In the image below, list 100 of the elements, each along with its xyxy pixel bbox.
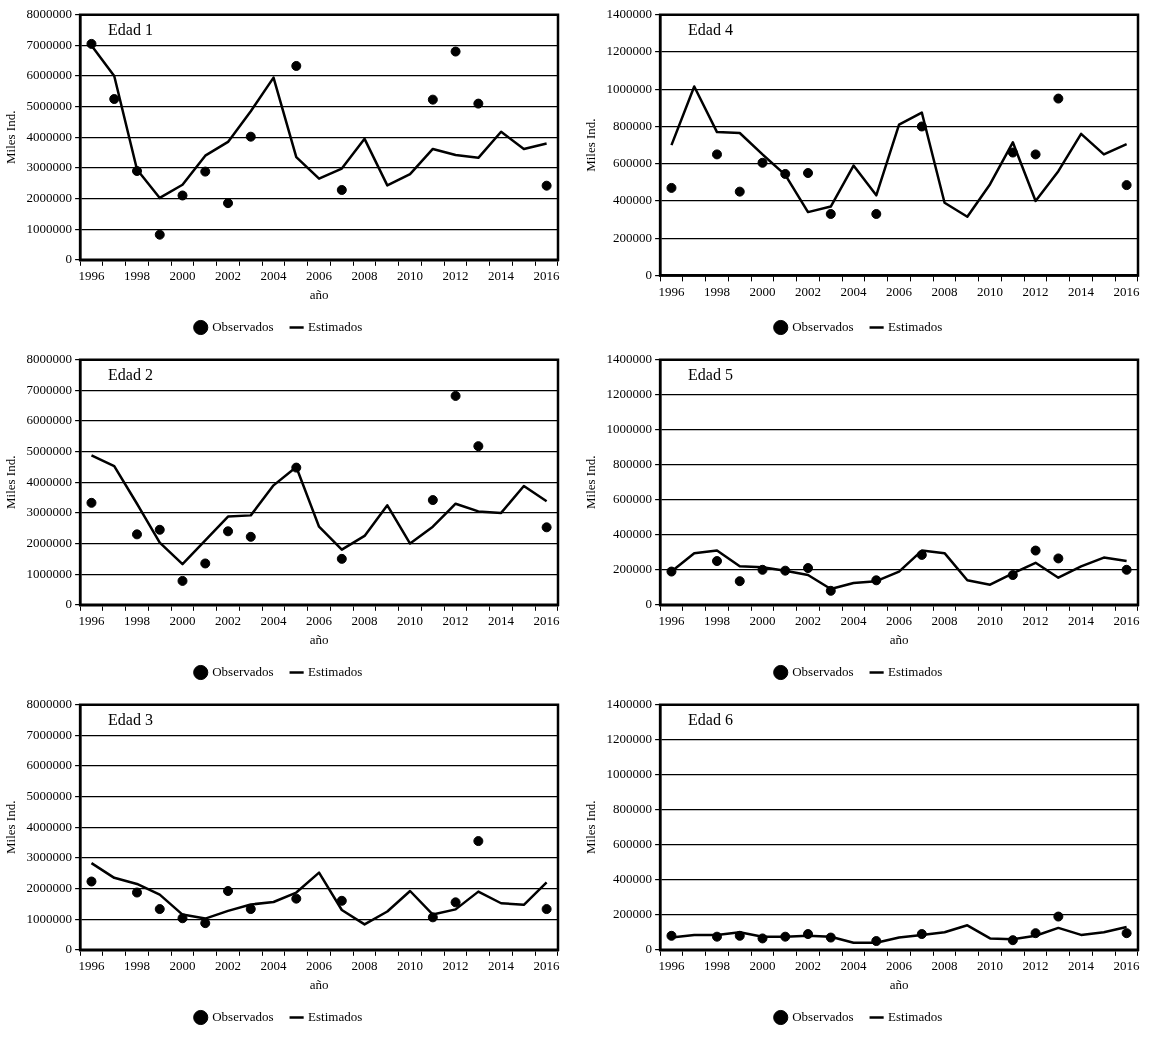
x-tick-label: 2004 bbox=[260, 613, 288, 629]
point bbox=[1007, 570, 1018, 581]
x-tick-label: 2010 bbox=[977, 613, 1004, 629]
point bbox=[1030, 928, 1041, 939]
point bbox=[245, 904, 256, 915]
x-tick-label: 2016 bbox=[1113, 613, 1141, 629]
x-tick-label: 2016 bbox=[1113, 958, 1141, 974]
x-tick-label: 2008 bbox=[931, 613, 958, 629]
legend-label: Observados bbox=[792, 318, 854, 334]
x-axis-title: año bbox=[889, 976, 909, 992]
point bbox=[177, 913, 188, 924]
y-tick-label: 600000 bbox=[613, 836, 653, 852]
y-tick-label: 0 bbox=[65, 941, 73, 957]
x-tick-label: 2016 bbox=[533, 958, 561, 974]
y-tick-label: 0 bbox=[65, 251, 73, 267]
point bbox=[734, 186, 745, 197]
y-tick-label: 0 bbox=[65, 596, 73, 612]
y-tick-label: 3000000 bbox=[26, 504, 73, 520]
y-tick-label: 3000000 bbox=[26, 159, 73, 175]
y-axis-title: Miles Ind. bbox=[583, 455, 599, 510]
point bbox=[916, 549, 927, 560]
y-tick-label: 4000000 bbox=[26, 473, 73, 489]
y-tick-label: 8000000 bbox=[26, 351, 73, 367]
point bbox=[871, 575, 882, 586]
x-tick-label: 2012 bbox=[1022, 958, 1049, 974]
legend-label: Estimados bbox=[888, 318, 943, 334]
point bbox=[200, 558, 211, 569]
point bbox=[473, 98, 484, 109]
y-tick-label: 8000000 bbox=[26, 6, 73, 22]
x-tick-label: 2008 bbox=[351, 958, 378, 974]
point bbox=[336, 553, 347, 564]
y-tick-label: 1400000 bbox=[606, 696, 653, 712]
y-tick-label: 4000000 bbox=[26, 818, 73, 834]
x-tick-label: 2010 bbox=[977, 283, 1004, 299]
point bbox=[177, 190, 188, 201]
x-tick-label: 2006 bbox=[306, 268, 333, 284]
x-tick-label: 1996 bbox=[78, 268, 105, 284]
x-tick-label: 2006 bbox=[306, 613, 333, 629]
point bbox=[1030, 545, 1041, 556]
x-tick-label: 2004 bbox=[840, 613, 868, 629]
y-axis-title: Miles Ind. bbox=[3, 455, 19, 510]
x-tick-label: 2012 bbox=[442, 613, 469, 629]
x-tick-label: 1998 bbox=[703, 958, 730, 974]
y-tick-label: 800000 bbox=[613, 117, 653, 133]
chart-title: Edad 5 bbox=[688, 366, 733, 383]
point bbox=[1053, 911, 1064, 922]
point bbox=[1121, 928, 1132, 939]
x-tick-label: 1998 bbox=[123, 958, 150, 974]
point bbox=[336, 895, 347, 906]
legend-label: Estimados bbox=[308, 663, 363, 679]
point bbox=[336, 184, 347, 195]
y-tick-label: 5000000 bbox=[26, 788, 73, 804]
y-tick-label: 0 bbox=[645, 941, 653, 957]
x-tick-label: 2002 bbox=[795, 283, 822, 299]
point bbox=[1053, 93, 1064, 104]
y-tick-label: 2000000 bbox=[26, 534, 73, 550]
x-tick-label: 1996 bbox=[658, 958, 685, 974]
point bbox=[86, 876, 97, 887]
x-tick-label: 2014 bbox=[488, 613, 515, 629]
y-tick-label: 1200000 bbox=[606, 43, 653, 59]
y-tick-label: 7000000 bbox=[26, 36, 73, 52]
y-axis-title: Miles Ind. bbox=[3, 110, 19, 165]
point bbox=[711, 149, 722, 160]
point bbox=[666, 566, 677, 577]
y-tick-label: 1000000 bbox=[26, 910, 73, 926]
y-tick-label: 1200000 bbox=[606, 731, 653, 747]
x-axis-title: año bbox=[309, 286, 329, 302]
x-tick-label: 2016 bbox=[533, 268, 561, 284]
y-tick-label: 600000 bbox=[613, 155, 653, 171]
point bbox=[711, 931, 722, 942]
point bbox=[825, 932, 836, 943]
x-tick-label: 2014 bbox=[488, 268, 515, 284]
x-tick-label: 2006 bbox=[886, 613, 913, 629]
x-tick-label: 2008 bbox=[931, 958, 958, 974]
x-tick-label: 1998 bbox=[703, 283, 730, 299]
point bbox=[131, 887, 142, 898]
x-tick-label: 2008 bbox=[351, 613, 378, 629]
y-tick-label: 1000000 bbox=[606, 80, 653, 96]
point bbox=[541, 522, 552, 533]
point bbox=[473, 441, 484, 452]
legend-label: Estimados bbox=[888, 1008, 943, 1024]
x-tick-label: 2004 bbox=[260, 958, 288, 974]
point bbox=[109, 94, 120, 105]
x-tick-label: 2016 bbox=[1113, 283, 1141, 299]
point bbox=[1053, 553, 1064, 564]
chart-title: Edad 2 bbox=[108, 366, 153, 383]
x-tick-label: 2010 bbox=[397, 613, 424, 629]
y-tick-label: 1000000 bbox=[606, 766, 653, 782]
x-tick-label: 2012 bbox=[442, 268, 469, 284]
point bbox=[1121, 180, 1132, 191]
y-tick-label: 800000 bbox=[613, 456, 653, 472]
x-tick-label: 2000 bbox=[749, 613, 776, 629]
point bbox=[871, 936, 882, 947]
point bbox=[177, 575, 188, 586]
legend-label: Observados bbox=[212, 1008, 274, 1024]
x-tick-label: 2010 bbox=[397, 958, 424, 974]
point bbox=[1007, 147, 1018, 158]
y-tick-label: 4000000 bbox=[26, 128, 73, 144]
x-tick-label: 2014 bbox=[1068, 613, 1095, 629]
chart-title: Edad 3 bbox=[108, 711, 153, 728]
